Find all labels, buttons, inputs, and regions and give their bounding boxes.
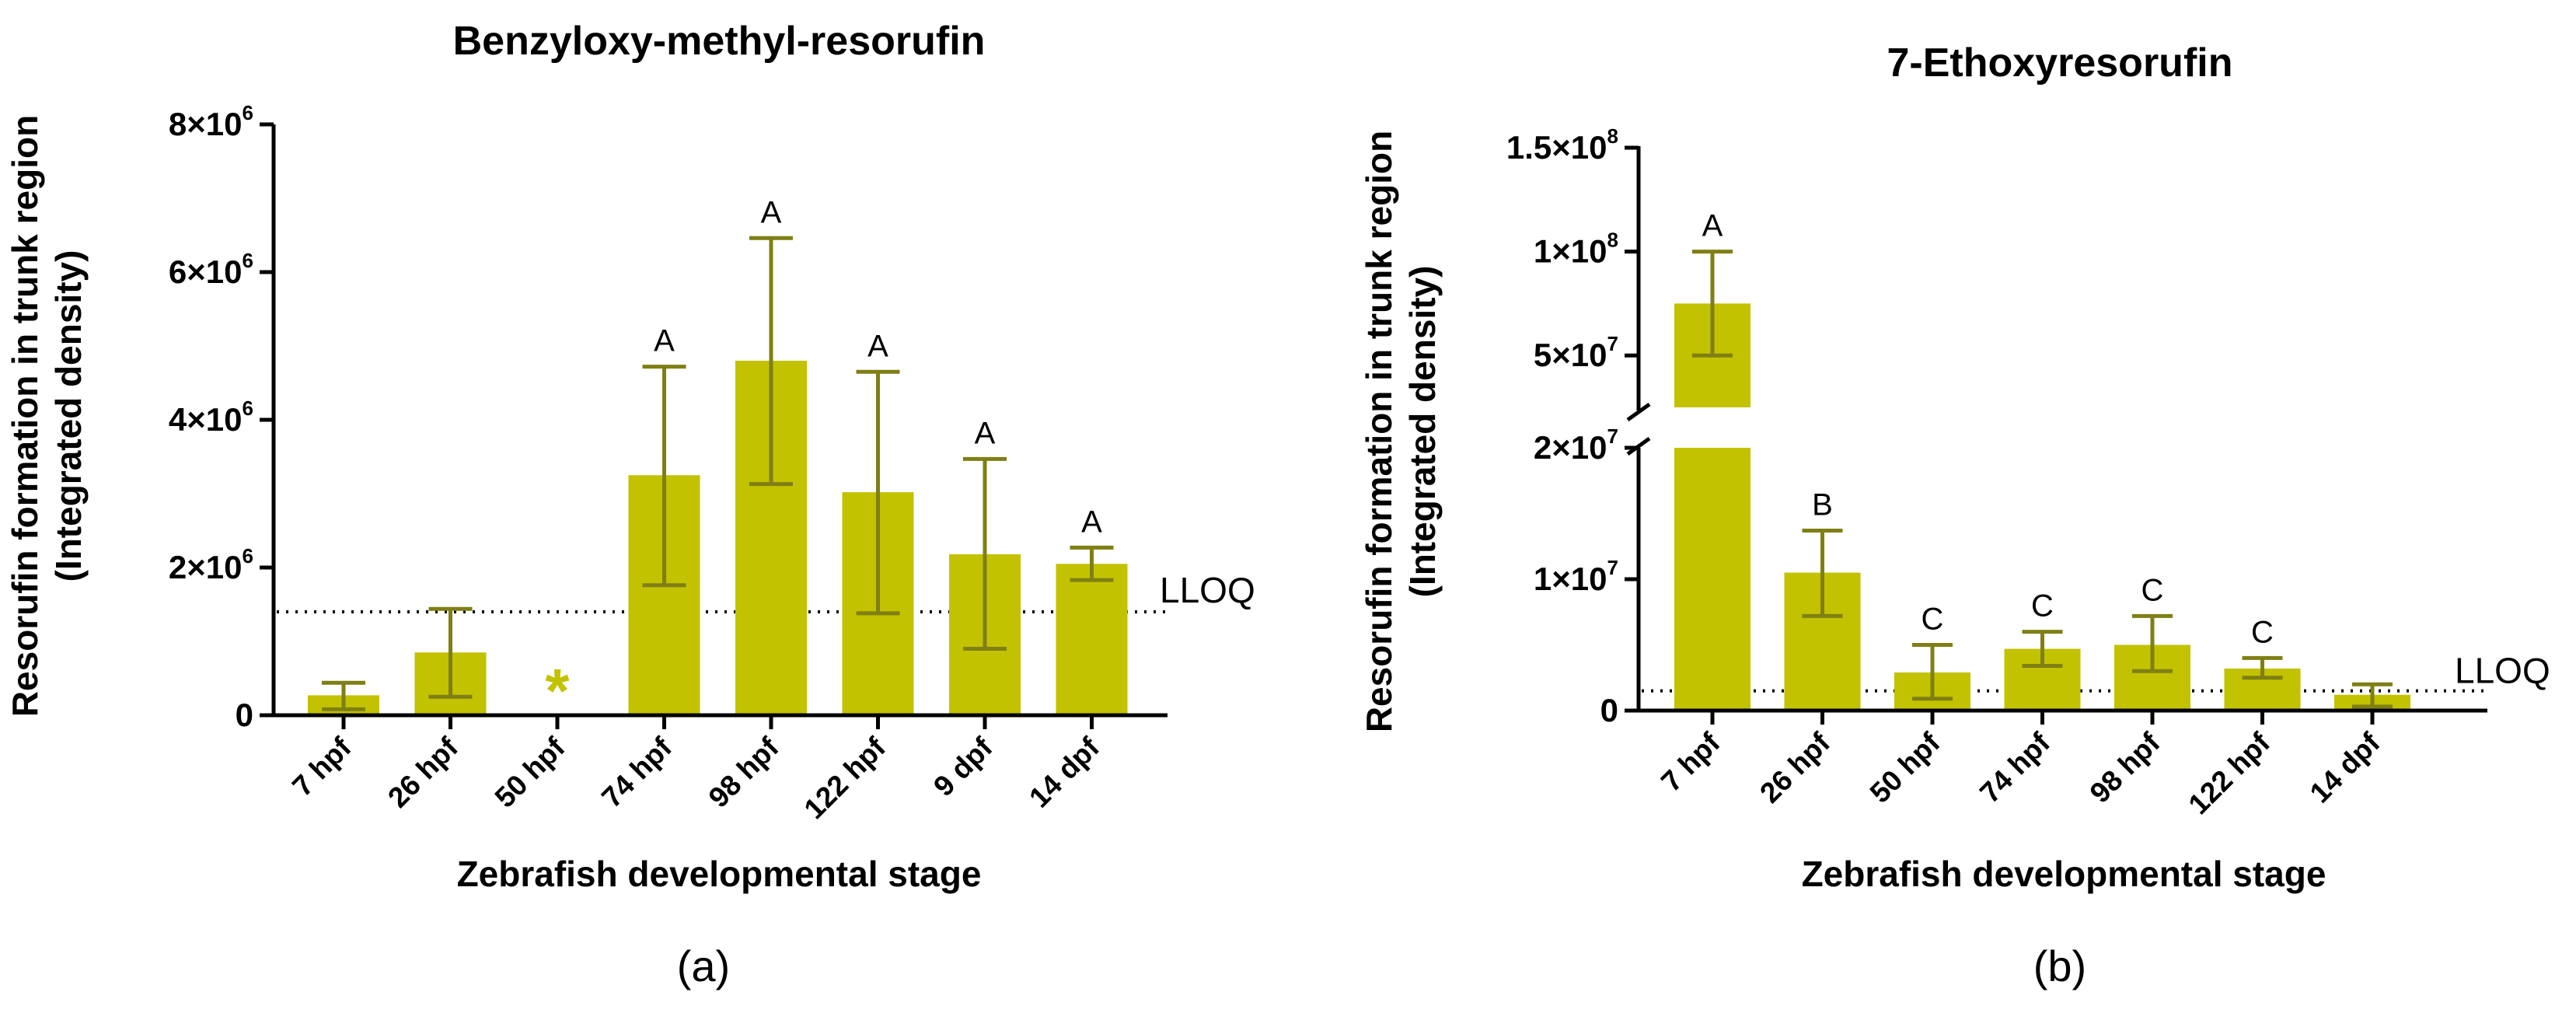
a-ytick-label: 2×106 xyxy=(169,544,253,585)
chart-b-ylabel: Resorufin formation in trunk region (Int… xyxy=(1359,131,1443,732)
chart-b-panel-label: (b) xyxy=(2033,941,2086,990)
chart-b-ylabel-line2: (Integrated density) xyxy=(1402,266,1443,598)
b-xtick-label: 26 hpf xyxy=(1754,726,1837,809)
chart-a-panel-label: (a) xyxy=(677,941,730,990)
b-ytick-label: 1.5×108 xyxy=(1506,124,1618,166)
b-ytick-label: 0 xyxy=(1600,692,1618,728)
b-bar xyxy=(1674,448,1750,711)
chart-a-y-ticks: 0 2×106 4×106 6×106 8×106 xyxy=(169,101,274,733)
a-significance-letter: A xyxy=(1081,505,1102,539)
a-significance-letter: A xyxy=(867,329,888,363)
chart-b-axis-break-lower xyxy=(1626,436,1651,456)
b-xtick-label: 7 hpf xyxy=(1655,726,1726,798)
chart-b-lloq: LLOQ xyxy=(1642,651,2550,693)
chart-a: Benzyloxy-methyl-resorufin Resorufin for… xyxy=(5,19,1255,990)
b-significance-letter: C xyxy=(2031,589,2054,624)
chart-b-error-bars xyxy=(1692,250,2393,709)
chart-a-lloq: LLOQ xyxy=(277,570,1255,613)
a-significance-letter: A xyxy=(975,416,996,450)
chart-b-letters: A B C C C C xyxy=(1702,209,2274,650)
a-ytick-label: 0 xyxy=(236,697,253,733)
a-ytick-label: 4×106 xyxy=(169,396,253,438)
chart-a-ylabel-line1: Resorufin formation in trunk region xyxy=(5,115,45,717)
b-xtick-label: 98 hpf xyxy=(2084,726,2167,809)
b-xtick-label: 14 dpf xyxy=(2304,726,2387,809)
a-ytick-label: 8×106 xyxy=(169,101,253,142)
a-xtick-label: 14 dpf xyxy=(1023,731,1106,814)
chart-a-bars xyxy=(308,361,1128,715)
a-xtick-label: 98 hpf xyxy=(703,731,786,814)
chart-b-ylabel-line1: Resorufin formation in trunk region xyxy=(1359,131,1399,732)
b-ytick-label: 2×107 xyxy=(1534,424,1618,466)
a-xtick-label: 74 hpf xyxy=(595,731,679,814)
b-ytick-label: 5×107 xyxy=(1534,332,1618,373)
a-xtick-label: 9 dpf xyxy=(927,731,999,802)
b-xtick-label: 50 hpf xyxy=(1864,726,1947,809)
chart-a-title: Benzyloxy-methyl-resorufin xyxy=(453,19,986,64)
b-significance-letter: B xyxy=(1812,487,1833,522)
b-xtick-label: 74 hpf xyxy=(1974,726,2057,809)
a-significance-letter: A xyxy=(654,324,675,358)
b-ytick-label: 1×107 xyxy=(1534,556,1618,597)
chart-b-axis-break-upper xyxy=(1626,402,1651,422)
chart-a-ylabel-line2: (Integrated density) xyxy=(48,250,89,582)
b-xtick-label: 122 hpf xyxy=(2183,726,2277,820)
a-xtick-label: 50 hpf xyxy=(489,731,572,814)
chart-b-y-ticks: 0 1×107 2×107 5×107 1×108 1.5×108 xyxy=(1506,124,1639,728)
b-lloq-label: LLOQ xyxy=(2455,651,2550,691)
a-significance-letter: A xyxy=(761,195,782,229)
chart-a-x-ticks: 7 hpf 26 hpf 50 hpf 74 hpf 98 hpf 122 hpf 9 dp… xyxy=(286,715,1106,825)
chart-a-xlabel: Zebrafish developmental stage xyxy=(457,854,982,894)
chart-b: 7-Ethoxyresorufin Resorufin formation in… xyxy=(1359,40,2550,990)
b-significance-letter: C xyxy=(2141,573,2164,607)
a-xtick-label: 7 hpf xyxy=(286,731,358,802)
a-xtick-label: 26 hpf xyxy=(382,731,465,814)
chart-b-x-ticks: 7 hpf 26 hpf 50 hpf 74 hpf 98 hpf 122 hpf 14 d… xyxy=(1655,711,2386,820)
chart-a-ylabel: Resorufin formation in trunk region (Int… xyxy=(5,115,89,717)
a-bar xyxy=(1056,564,1128,715)
b-significance-letter: A xyxy=(1702,209,1723,243)
chart-b-title: 7-Ethoxyresorufin xyxy=(1887,40,2233,86)
chart-b-xlabel: Zebrafish developmental stage xyxy=(1802,854,2326,894)
a-xtick-label: 122 hpf xyxy=(798,731,892,825)
a-ytick-label: 6×106 xyxy=(169,249,253,290)
a-lloq-label: LLOQ xyxy=(1160,570,1255,610)
b-ytick-label: 1×108 xyxy=(1534,229,1618,270)
b-significance-letter: C xyxy=(2251,615,2274,649)
chart-a-error-bars xyxy=(322,236,1114,711)
b-significance-letter: C xyxy=(1922,603,1944,637)
